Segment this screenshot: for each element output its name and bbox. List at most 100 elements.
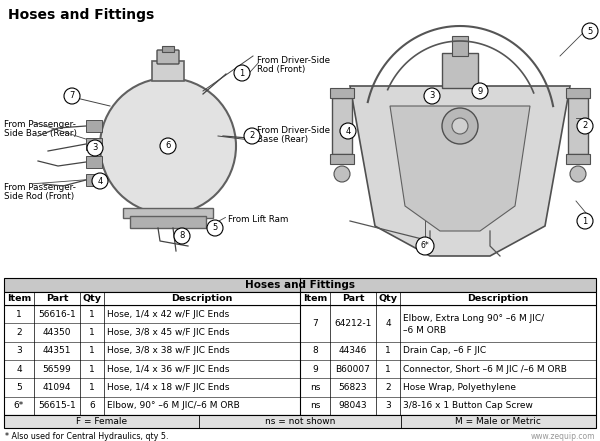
Text: 8: 8: [312, 346, 318, 355]
Text: Hose Wrap, Polyethylene: Hose Wrap, Polyethylene: [403, 383, 516, 392]
Text: 56599: 56599: [43, 365, 71, 374]
Text: Item: Item: [7, 294, 31, 303]
Text: Hose, 3/8 x 38 w/F JIC Ends: Hose, 3/8 x 38 w/F JIC Ends: [107, 346, 230, 355]
Text: Description: Description: [467, 294, 529, 303]
Text: 1: 1: [89, 328, 95, 337]
Circle shape: [424, 88, 440, 104]
Text: 2: 2: [583, 122, 587, 131]
Circle shape: [64, 88, 80, 104]
Text: 6*: 6*: [14, 401, 24, 410]
Text: 2: 2: [385, 383, 391, 392]
Text: Side Base (Rear): Side Base (Rear): [4, 129, 77, 138]
Text: 1: 1: [385, 346, 391, 355]
Circle shape: [234, 65, 250, 81]
Text: 1: 1: [89, 383, 95, 392]
Text: www.zequip.com: www.zequip.com: [530, 432, 595, 441]
Text: From Driver-Side: From Driver-Side: [257, 126, 330, 135]
Text: 8: 8: [179, 232, 185, 240]
Bar: [4, 292, 596, 305]
Text: Side Rod (Front): Side Rod (Front): [4, 192, 74, 201]
Circle shape: [207, 220, 223, 236]
Text: From Passenger-: From Passenger-: [4, 183, 76, 192]
Text: 2: 2: [16, 328, 22, 337]
Text: 1: 1: [385, 365, 391, 374]
Text: 9: 9: [478, 86, 482, 96]
Circle shape: [442, 108, 478, 144]
Bar: [86, 174, 102, 186]
Circle shape: [174, 228, 190, 244]
Text: 9: 9: [312, 365, 318, 374]
Text: Qty: Qty: [379, 294, 398, 303]
Text: 5: 5: [587, 26, 593, 35]
Text: 1: 1: [583, 217, 587, 225]
Text: Drain Cap, –6 F JIC: Drain Cap, –6 F JIC: [403, 346, 486, 355]
Text: 56615-1: 56615-1: [38, 401, 76, 410]
Bar: [4, 305, 596, 415]
Text: –6 M ORB: –6 M ORB: [403, 326, 446, 335]
Text: Hose, 1/4 x 18 w/F JIC Ends: Hose, 1/4 x 18 w/F JIC Ends: [107, 383, 229, 392]
Text: Item: Item: [303, 294, 327, 303]
Text: 1: 1: [16, 310, 22, 319]
Text: 3: 3: [92, 143, 98, 153]
Text: 3: 3: [430, 91, 434, 101]
Circle shape: [582, 23, 598, 39]
Text: From Driver-Side: From Driver-Side: [257, 56, 330, 65]
Text: Hoses and Fittings: Hoses and Fittings: [245, 280, 355, 290]
Text: 98043: 98043: [338, 401, 367, 410]
Text: 5: 5: [16, 383, 22, 392]
Text: Hose, 1/4 x 42 w/F JIC Ends: Hose, 1/4 x 42 w/F JIC Ends: [107, 310, 229, 319]
Bar: [86, 138, 102, 150]
Text: M = Male or Metric: M = Male or Metric: [455, 417, 541, 426]
Bar: [566, 154, 590, 164]
Text: 6: 6: [166, 142, 170, 150]
Text: F = Female: F = Female: [76, 417, 127, 426]
Circle shape: [87, 140, 103, 156]
Text: 4: 4: [16, 365, 22, 374]
Text: 56823: 56823: [338, 383, 367, 392]
Text: 64212-1: 64212-1: [334, 319, 371, 328]
Text: * Also used for Central Hydraulics, qty 5.: * Also used for Central Hydraulics, qty …: [5, 432, 169, 441]
Text: Hose, 3/8 x 45 w/F JIC Ends: Hose, 3/8 x 45 w/F JIC Ends: [107, 328, 229, 337]
Polygon shape: [390, 106, 530, 231]
Circle shape: [570, 166, 586, 182]
Text: From Passenger-: From Passenger-: [4, 120, 76, 129]
Text: 4: 4: [346, 127, 350, 135]
Bar: [330, 88, 354, 98]
Bar: [123, 208, 213, 218]
Text: Hose, 1/4 x 36 w/F JIC Ends: Hose, 1/4 x 36 w/F JIC Ends: [107, 365, 229, 374]
Text: 1: 1: [89, 365, 95, 374]
Text: 7: 7: [312, 319, 318, 328]
Circle shape: [160, 138, 176, 154]
Text: 2: 2: [250, 131, 254, 141]
Text: Elbow, 90° –6 M JIC/–6 M ORB: Elbow, 90° –6 M JIC/–6 M ORB: [107, 401, 240, 410]
Bar: [330, 154, 354, 164]
Circle shape: [92, 173, 108, 189]
Text: ns: ns: [310, 401, 320, 410]
Circle shape: [100, 78, 236, 214]
Text: 44351: 44351: [43, 346, 71, 355]
Circle shape: [244, 128, 260, 144]
Text: 56616-1: 56616-1: [38, 310, 76, 319]
Text: Elbow, Extra Long 90° –6 M JIC/: Elbow, Extra Long 90° –6 M JIC/: [403, 314, 544, 323]
Text: 4: 4: [385, 319, 391, 328]
Text: 44346: 44346: [339, 346, 367, 355]
Text: 1: 1: [89, 346, 95, 355]
Text: 4: 4: [97, 176, 103, 186]
Text: 3: 3: [385, 401, 391, 410]
Text: Part: Part: [46, 294, 68, 303]
Bar: [86, 156, 102, 168]
Text: ns: ns: [310, 383, 320, 392]
Text: 6*: 6*: [421, 242, 430, 250]
Text: 3: 3: [16, 346, 22, 355]
Bar: [152, 61, 184, 81]
Bar: [332, 98, 352, 154]
Text: Rod (Front): Rod (Front): [257, 65, 305, 74]
Text: ns = not shown: ns = not shown: [265, 417, 335, 426]
Bar: [568, 98, 588, 154]
Circle shape: [334, 166, 350, 182]
Bar: [4, 415, 596, 428]
Circle shape: [416, 237, 434, 255]
Bar: [566, 88, 590, 98]
Text: From Lift Ram: From Lift Ram: [228, 215, 289, 224]
Polygon shape: [350, 86, 570, 256]
